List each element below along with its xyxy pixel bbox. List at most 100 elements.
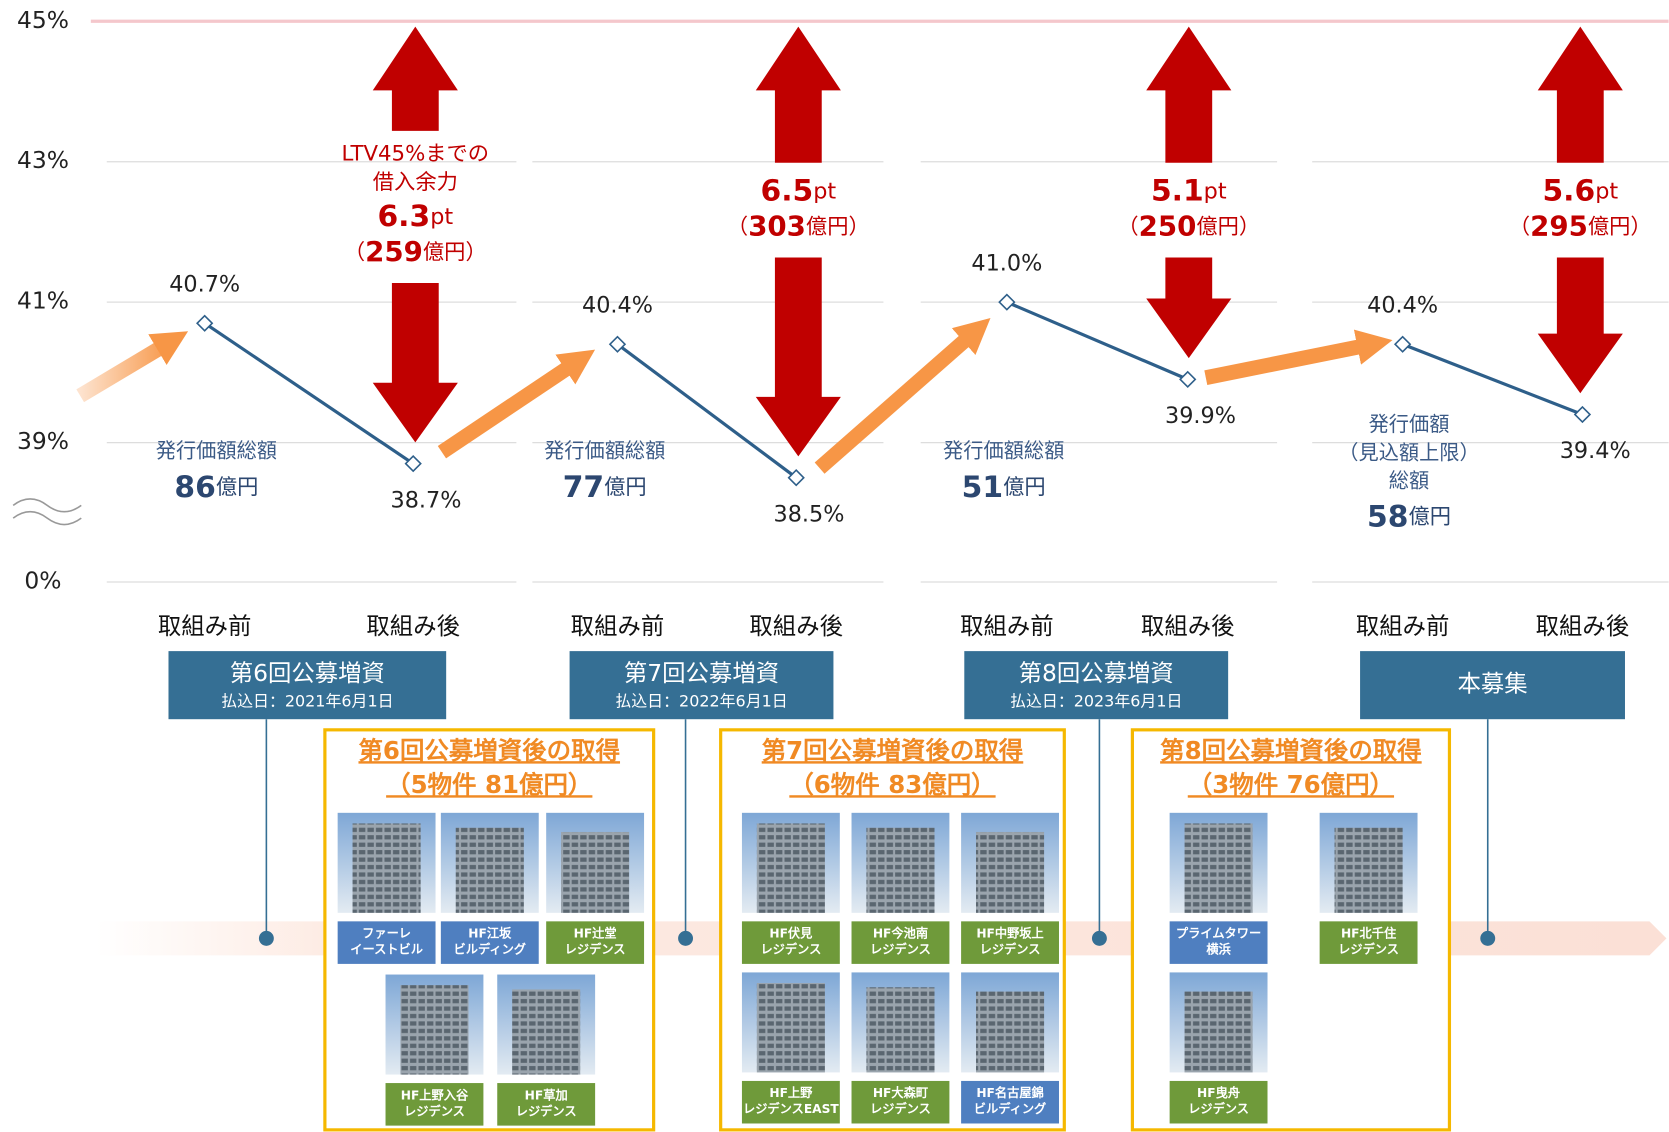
- property-building: [512, 989, 581, 1075]
- property-name: レジデンス: [1188, 1101, 1249, 1116]
- value-label: 38.7%: [390, 487, 461, 513]
- transition-arrow: [437, 349, 596, 459]
- property-name: HF上野入谷: [401, 1087, 469, 1102]
- headroom-pt: 5.6pt: [1542, 173, 1618, 208]
- amount-unit: 億円: [1003, 475, 1046, 500]
- headroom-arrow-up: [755, 26, 841, 163]
- x-tick-label: 取組み前: [158, 612, 252, 640]
- property-name: イーストビル: [350, 942, 423, 957]
- amount-unit: 億円: [806, 215, 849, 240]
- pt-unit: pt: [1595, 178, 1618, 204]
- timeline-dot: [258, 930, 274, 946]
- offering-title: 本募集: [1457, 670, 1527, 698]
- property-name: プライムタワー: [1176, 926, 1261, 941]
- offering-date: 払込日：2022年6月1日: [615, 692, 787, 711]
- ltv-point: [1179, 370, 1197, 389]
- property-name: HF中野坂上: [976, 926, 1043, 941]
- amount-value: 259: [365, 235, 423, 268]
- property-building: [976, 831, 1045, 913]
- acquisition-title: 第7回公募増資後の取得: [762, 736, 1024, 765]
- property-label-bg: [497, 1083, 596, 1126]
- y-tick-label: 45%: [17, 6, 69, 34]
- paren-close: ）: [1239, 215, 1260, 240]
- offering-amount: 58億円: [1367, 499, 1451, 534]
- property-label-bg: [961, 1080, 1059, 1124]
- paren-close: ）: [1630, 215, 1651, 240]
- amount-unit: 億円: [216, 475, 259, 500]
- pt-unit: pt: [813, 178, 836, 204]
- property-label-bg: [851, 921, 950, 964]
- ltv-point: [608, 335, 627, 353]
- transition-arrow: [814, 318, 991, 474]
- property-name: HF曳舟: [1197, 1085, 1240, 1100]
- property-name: レジデンス: [870, 1101, 931, 1116]
- headroom-amount: （303億円）: [727, 210, 870, 243]
- property-name: レジデンス: [760, 942, 821, 957]
- ltv-point: [404, 455, 422, 473]
- property-label-bg: [1169, 1080, 1268, 1124]
- property-name: HF上野: [769, 1085, 813, 1100]
- layer: 0% 39% 41% 43% 45% 取組み前 取組み後 取組み前 取組み後 取組み前 取組み後 取組…: [17, 6, 1669, 1132]
- property-name: ビルディング: [974, 1101, 1047, 1116]
- offering-title: 第6回公募増資: [230, 659, 385, 687]
- property-building: [1184, 823, 1253, 913]
- y-tick-label: 39%: [17, 427, 69, 455]
- paren-close: ）: [848, 215, 869, 240]
- pt-unit: pt: [1204, 178, 1227, 204]
- amount-value: 77: [563, 469, 604, 504]
- amount-unit: 億円: [1408, 505, 1451, 530]
- property-building: [1334, 827, 1403, 913]
- value-label: 40.4%: [582, 292, 653, 318]
- offering-amount: 77億円: [563, 469, 647, 504]
- acquisition-subtitle: （5物件 81億円）: [386, 770, 592, 799]
- headroom-pt: 5.1pt: [1151, 173, 1227, 208]
- property-label-bg: [337, 921, 436, 964]
- property-name: 横浜: [1206, 942, 1230, 957]
- property-label-bg: [440, 921, 539, 964]
- headroom-arrow-down: [1146, 257, 1232, 359]
- property-building: [866, 987, 935, 1073]
- ltv-line: [1006, 300, 1189, 381]
- property-name: レジデンス: [565, 942, 626, 957]
- x-tick-label: 取組み前: [960, 612, 1054, 640]
- pt-value: 6.3: [377, 199, 430, 234]
- amount-unit: 億円: [1196, 215, 1239, 240]
- property-building: [561, 831, 630, 913]
- property-building: [756, 823, 825, 913]
- amount-value: 86: [174, 469, 215, 504]
- ltv-point: [1393, 335, 1412, 353]
- headroom-pt: 6.3pt: [377, 199, 453, 234]
- acquisition-title: 第8回公募増資後の取得: [1160, 736, 1422, 765]
- property-name: レジデンス: [980, 942, 1041, 957]
- x-tick-label: 取組み後: [1536, 612, 1630, 640]
- acquisition-subtitle: （6物件 83億円）: [789, 770, 995, 799]
- amount-label: 発行価額総額: [156, 439, 277, 463]
- headroom-arrow-up: [372, 26, 458, 131]
- property-name: HF辻堂: [574, 926, 617, 941]
- headroom-amount: （250億円）: [1117, 210, 1260, 243]
- amount-unit: 億円: [604, 475, 647, 500]
- property-building: [455, 827, 524, 913]
- property-label-bg: [961, 921, 1059, 964]
- property-label-bg: [1169, 921, 1268, 964]
- offering-date: 払込日：2023年6月1日: [1010, 692, 1182, 711]
- amount-value: 250: [1139, 210, 1197, 243]
- y-tick-label: 41%: [17, 287, 69, 315]
- x-tick-label: 取組み前: [571, 612, 665, 640]
- headroom-amount: （259億円）: [344, 235, 487, 268]
- pt-value: 5.6: [1542, 173, 1595, 208]
- pt-value: 6.5: [760, 173, 813, 208]
- headroom-arrow-up: [1146, 26, 1232, 163]
- offering-box: [569, 651, 834, 720]
- timeline-dot: [1480, 930, 1496, 946]
- offering-amount: 86億円: [174, 469, 258, 504]
- property-name: レジデンス: [870, 942, 931, 957]
- timeline-dot: [1091, 930, 1107, 946]
- paren-open: （: [1509, 215, 1530, 240]
- property-label-bg: [1319, 921, 1418, 964]
- property-building: [866, 827, 935, 913]
- headroom-amount: （295億円）: [1509, 210, 1652, 243]
- ltv-point: [787, 469, 805, 487]
- x-tick-label: 取組み後: [749, 612, 843, 640]
